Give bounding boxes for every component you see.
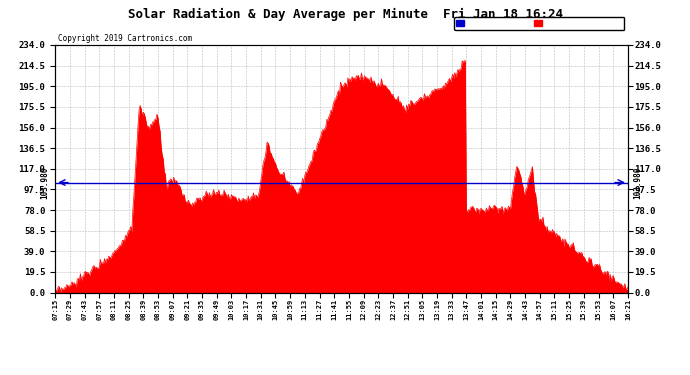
Text: Copyright 2019 Cartronics.com: Copyright 2019 Cartronics.com xyxy=(58,33,193,42)
Legend: Median (w/m2), Radiation (w/m2): Median (w/m2), Radiation (w/m2) xyxy=(454,16,624,30)
Text: 103.980: 103.980 xyxy=(633,166,642,199)
Text: 103.980: 103.980 xyxy=(41,166,50,199)
Text: Solar Radiation & Day Average per Minute  Fri Jan 18 16:24: Solar Radiation & Day Average per Minute… xyxy=(128,8,562,21)
